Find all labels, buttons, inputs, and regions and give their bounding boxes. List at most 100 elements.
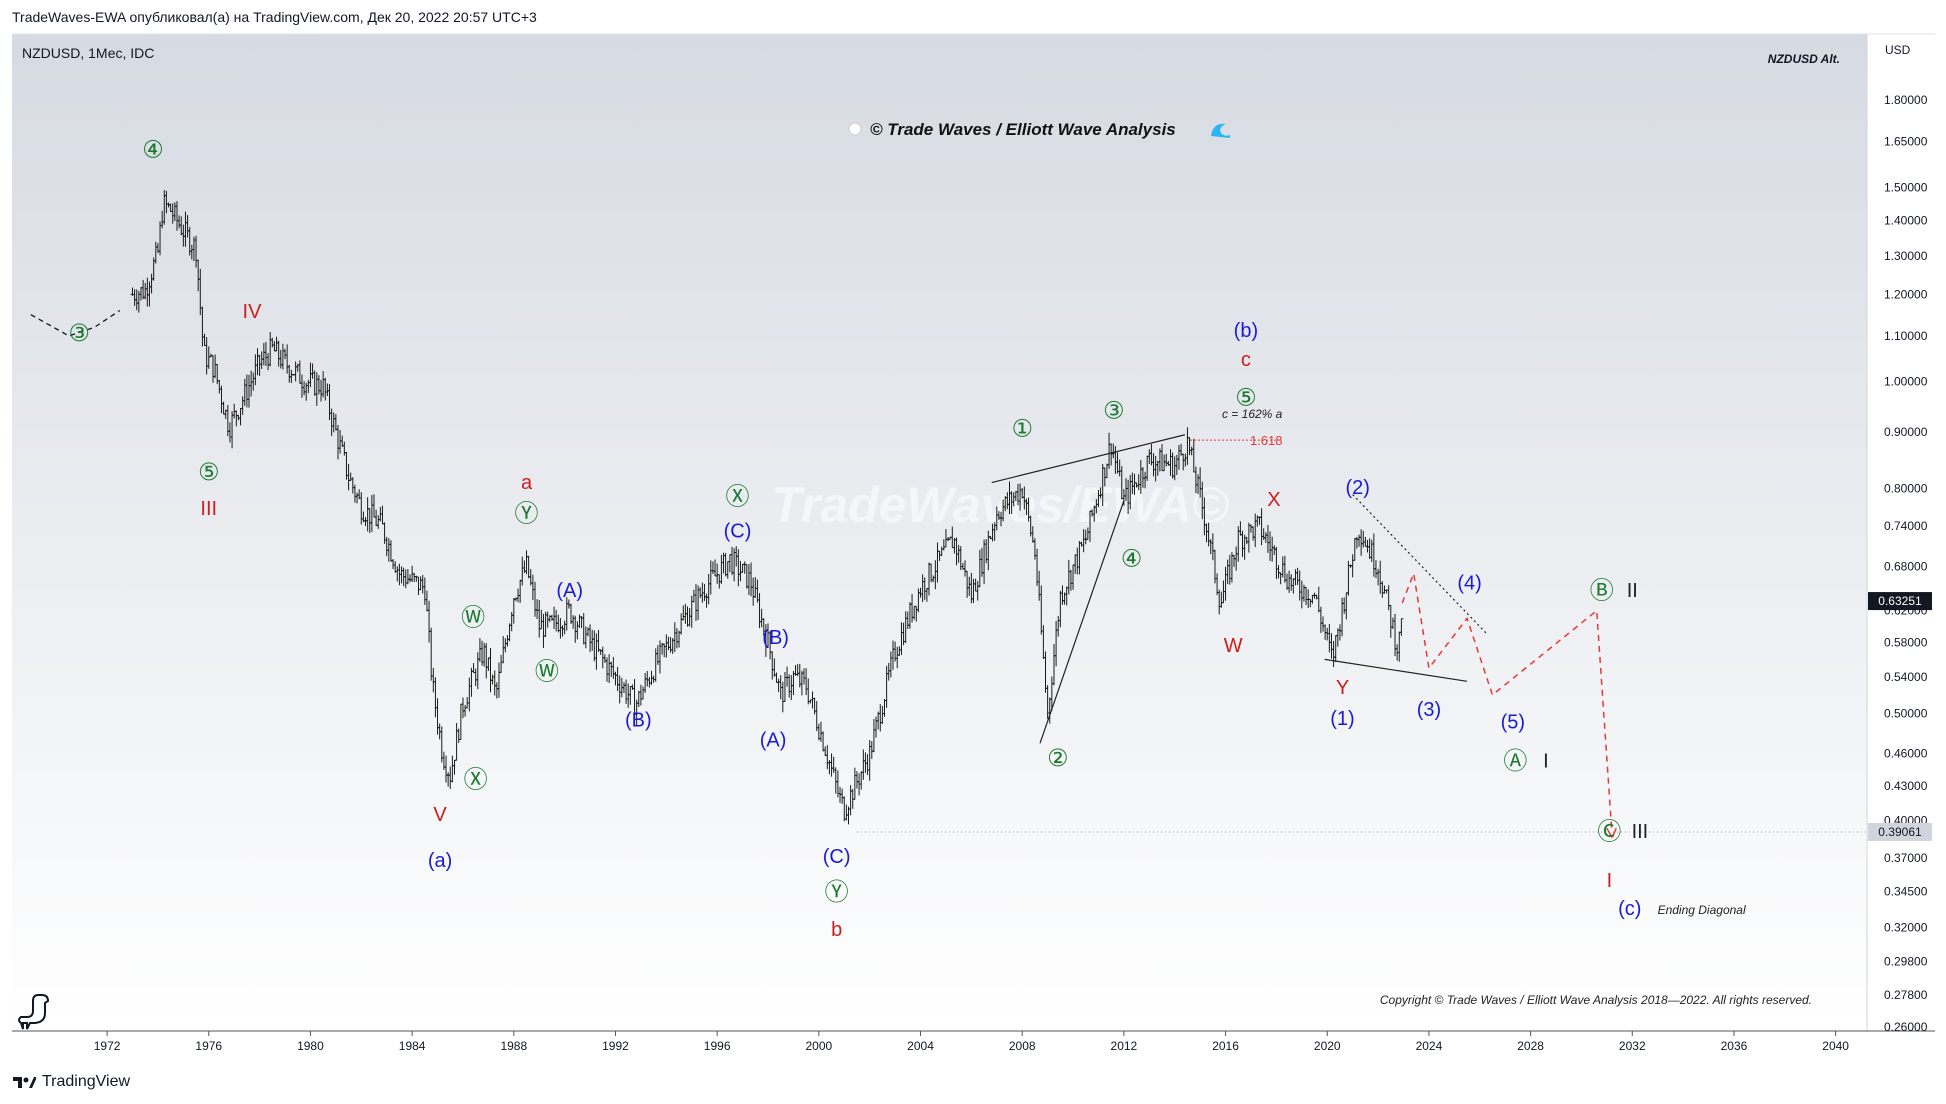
price-tick-label: 1.30000 — [1884, 249, 1928, 263]
wave-label: I — [1607, 870, 1613, 892]
wave-label: (C) — [823, 846, 851, 868]
time-tick-label: 2036 — [1721, 1039, 1748, 1053]
price-tick-label: 0.90000 — [1884, 425, 1928, 439]
price-tick-label: 0.34500 — [1884, 884, 1928, 898]
time-tick-label: 2004 — [907, 1039, 934, 1053]
price-tick-label: 0.32000 — [1884, 921, 1928, 935]
time-tick-label: 2020 — [1314, 1039, 1341, 1053]
wave-label: ① — [1011, 414, 1033, 442]
time-tick-label: 1972 — [94, 1039, 121, 1053]
wave-label: (5) — [1501, 712, 1525, 734]
low-price-bg — [1868, 822, 1932, 841]
wave-label: b — [831, 919, 842, 941]
time-tick-label: 2024 — [1416, 1039, 1443, 1053]
time-tick-label: 1988 — [500, 1039, 527, 1053]
dino-icon[interactable] — [18, 994, 50, 1030]
wave-icon — [1211, 123, 1230, 138]
wave-label: (3) — [1417, 699, 1441, 721]
wave-label: II — [1627, 580, 1638, 602]
wave-label: III — [1632, 821, 1649, 843]
wave-label: (c) — [1618, 898, 1641, 920]
wave-label: Ⓧ — [726, 483, 750, 511]
price-tick-label: 0.68000 — [1884, 559, 1928, 573]
wave-label: Y — [1336, 677, 1349, 699]
symbol-info: NZDUSD, 1Мес, IDC — [22, 45, 154, 61]
wave-label: (C) — [724, 521, 752, 543]
wave-label: (B) — [762, 627, 789, 649]
price-tick-label: 0.29800 — [1884, 955, 1928, 969]
time-tick-label: 2032 — [1619, 1039, 1646, 1053]
wave-label: I — [1543, 750, 1549, 772]
wave-label: ③ — [68, 319, 90, 347]
wave-label: Ⓦ — [461, 603, 485, 631]
plot-background — [12, 34, 1867, 1031]
ending-diagonal-label: Ending Diagonal — [1658, 903, 1746, 917]
price-tick-label: 0.26000 — [1884, 1020, 1928, 1034]
price-tick-label: 0.80000 — [1884, 482, 1928, 496]
time-tick-label: 1992 — [602, 1039, 629, 1053]
early-history-dashed-line — [30, 309, 121, 337]
price-axis-ticks: 1.80000 1.65000 1.50000 1.40000 1.30000 1.200… — [1884, 93, 1928, 1034]
wave-label: Ⓐ — [1503, 747, 1527, 775]
projection-layer — [1401, 570, 1612, 832]
price-tick-label: 0.74000 — [1884, 519, 1928, 533]
price-tick-label: 1.40000 — [1884, 213, 1928, 227]
wave-label: III — [200, 498, 217, 520]
wave-label: Ⓧ — [464, 765, 488, 793]
price-tick-label: 1.10000 — [1884, 329, 1928, 343]
wave-label: ② — [1047, 744, 1069, 772]
time-axis-ticks: 1972 1976 1980 1984 1988 1992 1996 2000 2004 2008… — [94, 1031, 1849, 1053]
wave-label: ③ — [1103, 396, 1125, 424]
price-tick-label: 1.20000 — [1884, 287, 1928, 301]
footer-brand: TradingView — [42, 1073, 131, 1090]
wave-label: (A) — [760, 730, 787, 752]
price-tick-label: 1.80000 — [1884, 93, 1928, 107]
low-price-value: 0.39061 — [1878, 825, 1922, 839]
wave-label: Ⓨ — [515, 499, 539, 527]
wave-labels-layer: ③④IV⑤IIIV(a)ⓌⓍaⓎⓌ(A)(B)Ⓧ(C)(B)(A)(C)Ⓨb①②… — [68, 135, 1648, 940]
top-right-label: NZDUSD Alt. — [1768, 52, 1840, 66]
time-tick-label: 1980 — [297, 1039, 324, 1053]
price-tick-label: 0.37000 — [1884, 851, 1928, 865]
wave-label: Ⓨ — [825, 878, 849, 906]
brand-title-text: © Trade Waves / Elliott Wave Analysis — [870, 120, 1176, 139]
fib-level-label: 1.618 — [1250, 433, 1283, 448]
brand-title: © Trade Waves / Elliott Wave Analysis — [848, 120, 1230, 139]
published-line: TradeWaves-EWA опубликовал(а) на Trading… — [12, 9, 537, 25]
price-tick-label: 0.50000 — [1884, 707, 1928, 721]
wave-label: Ⓒ — [1597, 818, 1621, 846]
wave-label: (1) — [1330, 708, 1354, 730]
time-tick-label: 2040 — [1822, 1039, 1849, 1053]
last-price-value: 0.63251 — [1878, 594, 1922, 608]
copyright-text: Copyright © Trade Waves / Elliott Wave A… — [1380, 993, 1812, 1007]
trendline — [991, 434, 1186, 484]
price-series-layer — [130, 189, 1404, 825]
last-price-bg — [1868, 592, 1932, 611]
trendline — [1324, 658, 1468, 682]
time-tick-label: 2012 — [1111, 1039, 1138, 1053]
wave-label: (B) — [625, 710, 652, 732]
wave-label: (A) — [556, 580, 583, 602]
wave-label: (b) — [1234, 320, 1258, 342]
price-tick-label: 1.65000 — [1884, 135, 1928, 149]
wave-label: Ⓦ — [535, 657, 559, 685]
price-tick-label: 0.46000 — [1884, 747, 1928, 761]
low-price-tag: 0.39061 — [1868, 822, 1932, 841]
wave-label: (4) — [1457, 573, 1481, 595]
wave-label: Ⓑ — [1590, 577, 1614, 605]
price-tick-label: 1.50000 — [1884, 180, 1928, 194]
wave-label: W — [1224, 635, 1243, 657]
watermark: TradeWaves/EWA© — [771, 477, 1229, 533]
projection-path — [1401, 570, 1612, 832]
price-tick-label: 0.43000 — [1884, 779, 1928, 793]
fib-note: c = 162% a — [1222, 407, 1283, 421]
wave-label: (2) — [1346, 477, 1370, 499]
wave-label: V — [433, 804, 447, 826]
currency-label: USD — [1885, 43, 1911, 57]
last-price-tag: 0.63251 — [1868, 592, 1932, 611]
tradingview-logo-icon — [13, 1077, 36, 1088]
wave-label: IV — [243, 301, 263, 323]
wave-label: a — [521, 472, 533, 494]
